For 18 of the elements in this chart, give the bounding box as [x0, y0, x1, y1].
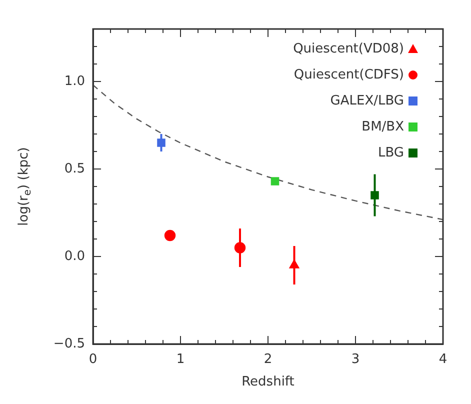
x-tick-label: 1 — [176, 352, 185, 368]
x-axis-title: Redshift — [242, 374, 294, 390]
y-tick-label: 0.5 — [64, 161, 85, 176]
point — [164, 230, 176, 242]
y-tick-label: 1.0 — [64, 74, 85, 89]
legend-label: LBG — [378, 145, 404, 160]
y-tick-label: 0.0 — [64, 248, 85, 264]
legend-label: Quiescent(VD08) — [293, 41, 404, 56]
x-tick-label: 4 — [438, 352, 448, 368]
legend-label: BM/BX — [362, 119, 404, 134]
line-series — [93, 84, 443, 220]
x-tick-label: 0 — [88, 352, 98, 368]
legend-label: GALEX/LBG — [330, 93, 404, 108]
legend-label: Quiescent(CDFS) — [294, 67, 404, 82]
y-axis-title: log(re) (kpc) — [16, 147, 34, 226]
x-tick-label: 2 — [264, 352, 272, 368]
x-tick-label: 3 — [351, 352, 360, 368]
y-tick-label: −0.5 — [53, 336, 85, 352]
